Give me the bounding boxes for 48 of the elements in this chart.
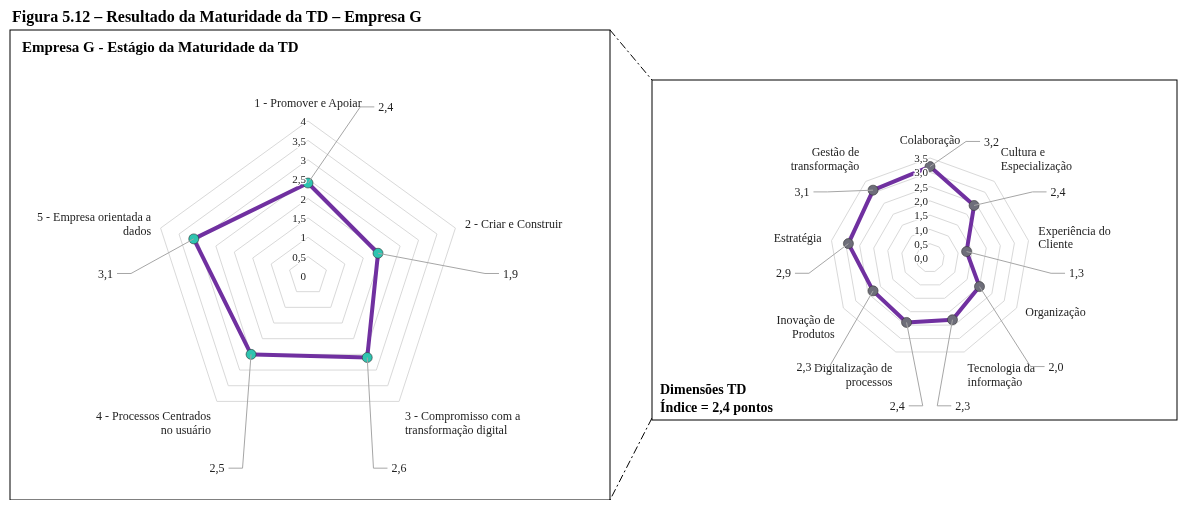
spoke-label: Tecnologia da informação	[967, 361, 1036, 389]
spoke-label: Gestão de transformação	[790, 144, 860, 173]
y-tick-label: 2	[300, 192, 306, 205]
text: Figura 5.12 – Resultado da Maturidade da TD – Empresa G	[12, 8, 423, 26]
data-label: 2,6	[391, 461, 407, 476]
spoke-label: 2 - Criar e Construir	[464, 216, 563, 231]
data-label: 2,3	[955, 399, 971, 414]
y-tick-label: 3,5	[292, 134, 307, 147]
y-tick-label: 0	[300, 270, 307, 283]
y-tick-label: 2,5	[914, 180, 929, 193]
data-label: 3,1	[98, 266, 114, 281]
y-tick-label: 3,5	[914, 152, 929, 165]
spoke-label: Organização	[1025, 304, 1086, 319]
spoke-label: Digitalização de processos	[814, 361, 893, 389]
data-label: 2,5	[209, 461, 225, 476]
y-tick-label: 1,5	[914, 209, 929, 222]
y-tick-label: 2,0	[914, 195, 929, 208]
spoke-label: Experiência do Cliente	[1038, 223, 1111, 252]
spoke-label: Inovação de Produtos	[776, 312, 836, 341]
data-label: 2,4	[1050, 185, 1066, 200]
text: Índice = 2,4 pontos	[660, 399, 774, 415]
data-label: 1,9	[502, 266, 518, 281]
y-tick-label: 4	[300, 115, 307, 128]
data-label: 2,9	[775, 266, 791, 281]
data-label: 2,4	[889, 399, 905, 414]
y-tick-label: 0,5	[292, 250, 307, 263]
data-label: 2,0	[1048, 359, 1064, 374]
y-tick-label: 3	[300, 153, 307, 166]
spoke-label: Cultura e Especialização	[1000, 144, 1072, 173]
text: Dimensões TD	[660, 382, 747, 397]
y-tick-label: 1,5	[292, 212, 307, 225]
spoke-label: 3 - Compromisso com a transformação digital	[404, 409, 521, 438]
spoke-label: Estratégia	[773, 230, 823, 245]
y-tick-label: 1,0	[914, 223, 929, 236]
y-tick-label: 2,5	[292, 173, 307, 186]
y-tick-label: 0,0	[914, 252, 929, 265]
spoke-label: 5 - Empresa orientada a dados	[37, 209, 152, 238]
y-tick-label: 1	[300, 231, 306, 244]
chart-title: Empresa G - Estágio da Maturidade da TD	[22, 39, 299, 55]
spoke-label: 1 - Promover e Apoiar	[254, 95, 362, 110]
data-label: 1,3	[1069, 266, 1085, 281]
spoke-label: 4 - Processos Centrados no usuário	[96, 409, 212, 438]
data-label: 2,4	[378, 100, 394, 115]
y-tick-label: 0,5	[914, 237, 929, 250]
spoke-label: Colaboração	[899, 132, 961, 147]
data-label: 2,3	[796, 359, 812, 374]
data-label: 3,2	[984, 134, 1000, 149]
data-label: 3,1	[794, 185, 810, 200]
